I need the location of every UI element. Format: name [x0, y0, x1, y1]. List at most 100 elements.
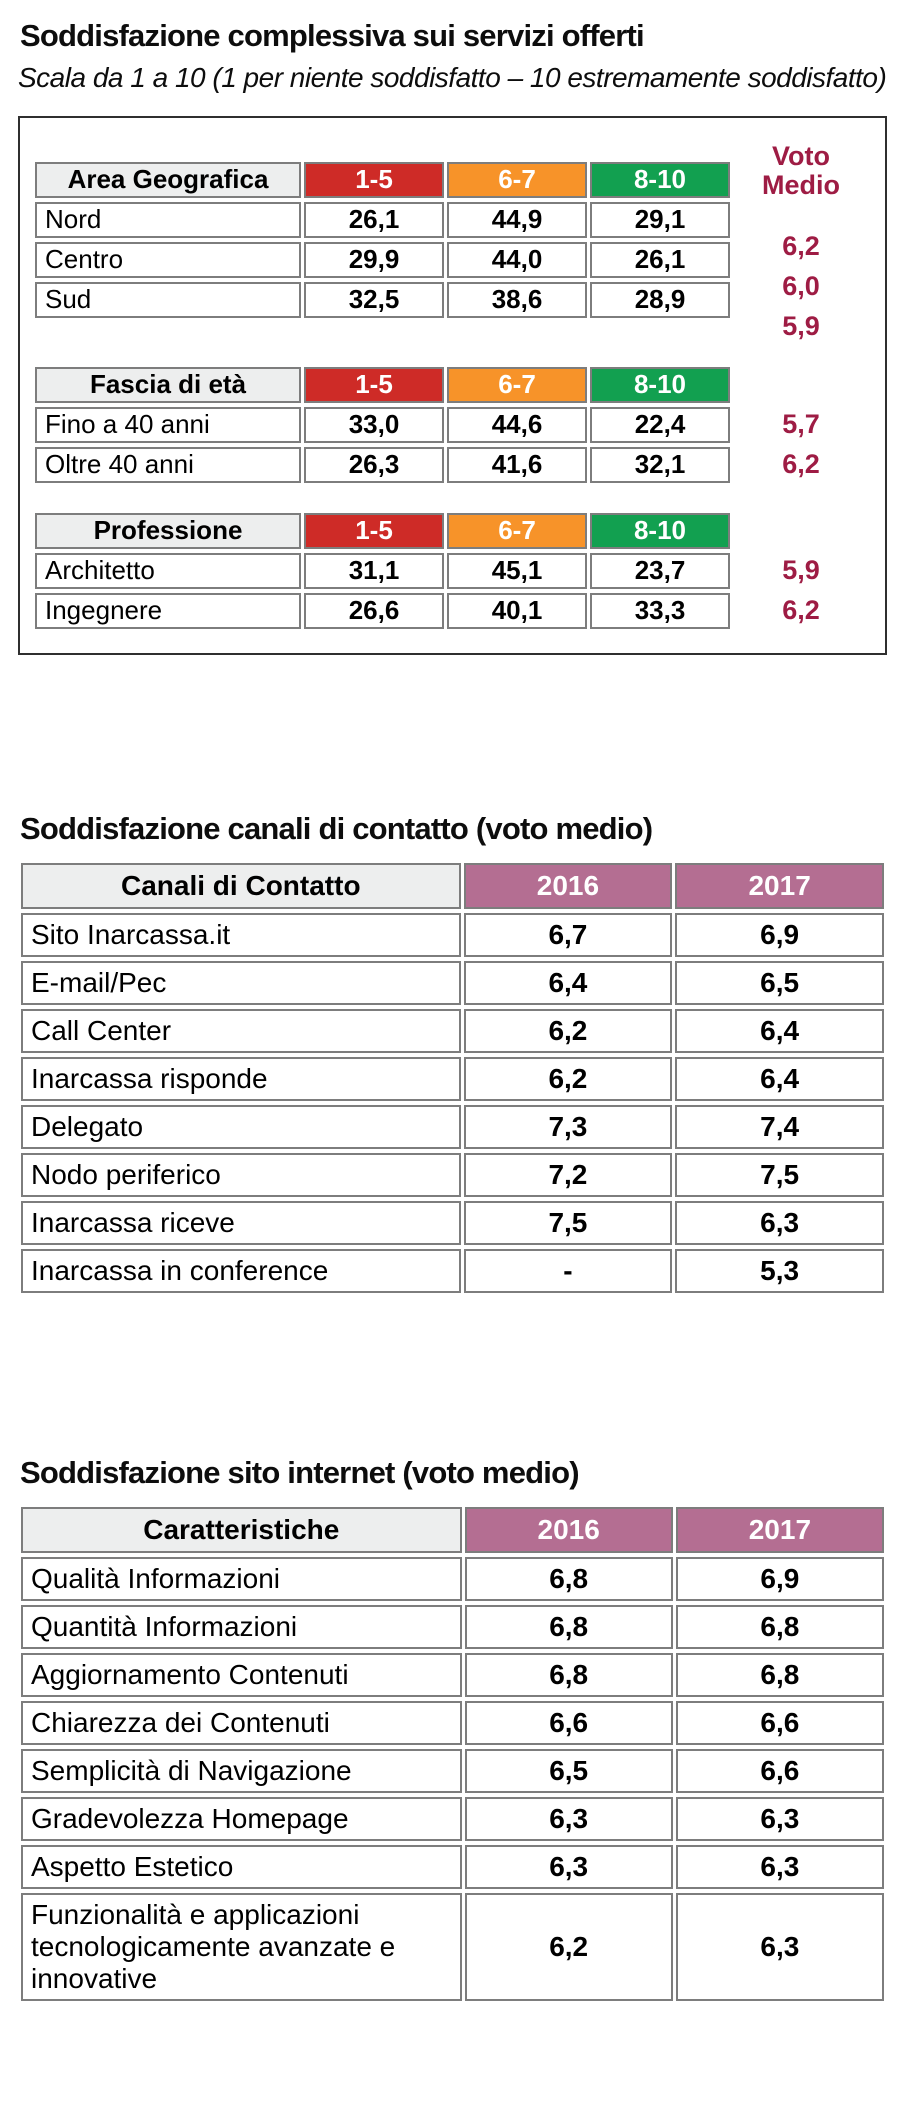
cell-value-8-10: 33,3 — [590, 592, 730, 629]
cell-value-8-10: 32,1 — [590, 446, 730, 483]
table-row: Oltre 40 anni 26,3 41,6 32,1 — [35, 446, 730, 483]
cell-value-2017: 6,8 — [675, 1652, 884, 1697]
range-header-6-7: 6-7 — [447, 161, 587, 198]
row-label: Inarcassa in conference — [21, 1248, 461, 1293]
row-label: Nodo periferico — [21, 1152, 461, 1197]
row-label: Inarcassa riceve — [21, 1200, 461, 1245]
table-row: Inarcassa in conference - 5,3 — [21, 1248, 884, 1293]
range-header-6-7: 6-7 — [447, 512, 587, 549]
cell-value-8-10: 22,4 — [590, 406, 730, 443]
cell-value-2016: 6,3 — [464, 1796, 673, 1841]
cell-value-2017: 6,3 — [675, 1796, 884, 1841]
cell-value-1-5: 26,1 — [304, 201, 444, 238]
cell-value-6-7: 38,6 — [447, 281, 587, 318]
column-header-canali: Canali di Contatto — [21, 862, 461, 909]
row-label: Architetto — [35, 552, 301, 589]
column-header-caratteristiche: Caratteristiche — [21, 1506, 462, 1553]
header-row: Canali di Contatto 2016 2017 — [21, 862, 884, 909]
cell-value-2017: 7,5 — [675, 1152, 884, 1197]
table-row: Delegato 7,3 7,4 — [21, 1104, 884, 1149]
cell-value-2016: 6,6 — [464, 1700, 673, 1745]
cell-value-2016: 6,2 — [463, 1008, 673, 1053]
overall-satisfaction-panel: Area Geografica 1-5 6-7 8-10 Nord 26,1 4… — [18, 115, 887, 655]
header-row: Professione 1-5 6-7 8-10 — [35, 512, 730, 549]
cell-value-2017: 6,4 — [675, 1008, 884, 1053]
cell-value-8-10: 23,7 — [590, 552, 730, 589]
table-row: Call Center 6,2 6,4 — [21, 1008, 884, 1053]
row-label: Qualità Informazioni — [21, 1556, 462, 1601]
table-fascia-di-eta: Fascia di età 1-5 6-7 8-10 Fino a 40 ann… — [32, 363, 733, 487]
voto-medio-header-cell: Voto Medio — [736, 141, 866, 225]
table-row: Aspetto Estetico 6,3 6,3 — [21, 1844, 884, 1889]
cell-value-2017: 6,3 — [675, 1200, 884, 1245]
row-label: Chiarezza dei Contenuti — [21, 1700, 462, 1745]
cell-value-2017: 6,3 — [675, 1892, 884, 2001]
row-label: Semplicità di Navigazione — [21, 1748, 462, 1793]
cell-value-2016: 7,2 — [463, 1152, 673, 1197]
table-row: Chiarezza dei Contenuti 6,6 6,6 — [21, 1700, 884, 1745]
cell-value-1-5: 33,0 — [304, 406, 444, 443]
table-row: Funzionalità e applicazioni tecnologicam… — [21, 1892, 884, 2001]
cell-value-2016: 7,5 — [463, 1200, 673, 1245]
range-header-1-5: 1-5 — [304, 512, 444, 549]
row-label: Inarcassa risponde — [21, 1056, 461, 1101]
row-label: Quantità Informazioni — [21, 1604, 462, 1649]
voto-medio-header-cell — [736, 513, 866, 549]
cell-value-1-5: 31,1 — [304, 552, 444, 589]
column-header-professione: Professione — [35, 512, 301, 549]
cell-value-6-7: 44,6 — [447, 406, 587, 443]
range-header-8-10: 8-10 — [590, 161, 730, 198]
cell-value-2016: 6,8 — [464, 1652, 673, 1697]
section-canali-di-contatto: Soddisfazione canali di contatto (voto m… — [18, 811, 887, 1297]
cell-value-6-7: 45,1 — [447, 552, 587, 589]
year-header-2017: 2017 — [675, 862, 884, 909]
cell-value-2017: 6,6 — [675, 1700, 884, 1745]
column-header-fascia-di-eta: Fascia di età — [35, 366, 301, 403]
table-row: Fino a 40 anni 33,0 44,6 22,4 — [35, 406, 730, 443]
voto-medio-value: 5,9 — [782, 311, 820, 342]
cell-value-2016: 6,4 — [463, 960, 673, 1005]
range-header-8-10: 8-10 — [590, 366, 730, 403]
row-label: Centro — [35, 241, 301, 278]
row-label: Sud — [35, 281, 301, 318]
cell-value-2017: 7,4 — [675, 1104, 884, 1149]
cell-value-2016: 6,2 — [463, 1056, 673, 1101]
row-label: Call Center — [21, 1008, 461, 1053]
cell-value-2016: 6,8 — [464, 1604, 673, 1649]
cell-value-2017: 6,8 — [675, 1604, 884, 1649]
report-page: Soddisfazione complessiva sui servizi of… — [18, 18, 887, 2001]
voto-medio-header: Voto Medio — [762, 140, 840, 201]
cell-value-2016: 7,3 — [463, 1104, 673, 1149]
row-label: E-mail/Pec — [21, 960, 461, 1005]
voto-medio-value: 6,0 — [782, 271, 820, 302]
voto-medio-column: 5,7 6,2 — [733, 363, 869, 487]
year-header-2017: 2017 — [675, 1506, 884, 1553]
voto-medio-header-cell — [736, 367, 866, 403]
row-label: Sito Inarcassa.it — [21, 912, 461, 957]
voto-medio-column: Voto Medio 6,2 6,0 5,9 — [733, 141, 869, 349]
table-row: Quantità Informazioni 6,8 6,8 — [21, 1604, 884, 1649]
row-label: Nord — [35, 201, 301, 238]
table-row: Nord 26,1 44,9 29,1 — [35, 201, 730, 238]
row-label: Delegato — [21, 1104, 461, 1149]
section2-title: Soddisfazione canali di contatto (voto m… — [20, 810, 653, 846]
cell-value-2016: 6,5 — [464, 1748, 673, 1793]
table-row: Qualità Informazioni 6,8 6,9 — [21, 1556, 884, 1601]
cell-value-6-7: 40,1 — [447, 592, 587, 629]
cell-value-1-5: 26,6 — [304, 592, 444, 629]
row-label: Aggiornamento Contenuti — [21, 1652, 462, 1697]
cell-value-2016: 6,7 — [463, 912, 673, 957]
header-row: Area Geografica 1-5 6-7 8-10 — [35, 161, 730, 198]
table-row: Sud 32,5 38,6 28,9 — [35, 281, 730, 318]
group-professione: Professione 1-5 6-7 8-10 Architetto 31,1… — [32, 509, 877, 633]
section1-subtitle: Scala da 1 a 10 (1 per niente soddisfatt… — [18, 62, 887, 93]
row-label: Funzionalità e applicazioni tecnologicam… — [21, 1892, 462, 2001]
row-label: Gradevolezza Homepage — [21, 1796, 462, 1841]
group-area-geografica: Area Geografica 1-5 6-7 8-10 Nord 26,1 4… — [32, 141, 877, 349]
cell-value-6-7: 44,9 — [447, 201, 587, 238]
cell-value-1-5: 26,3 — [304, 446, 444, 483]
group-fascia-di-eta: Fascia di età 1-5 6-7 8-10 Fino a 40 ann… — [32, 363, 877, 487]
voto-medio-value: 6,2 — [782, 595, 820, 626]
table-row: Inarcassa risponde 6,2 6,4 — [21, 1056, 884, 1101]
cell-value-2017: 6,9 — [675, 912, 884, 957]
